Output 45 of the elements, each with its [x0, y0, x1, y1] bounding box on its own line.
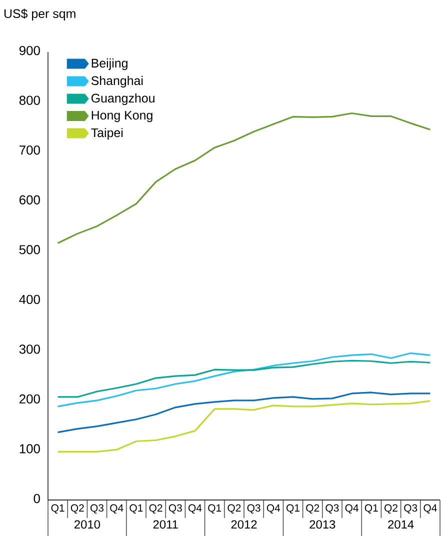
line-series: [57, 392, 432, 434]
x-tick-label: Q1: [130, 504, 143, 514]
x-tick-label: Q3: [326, 504, 339, 514]
x-tick-label: Q1: [286, 504, 300, 514]
line-series: [57, 352, 432, 408]
x-tick-label: Q4: [188, 504, 202, 514]
legend-label: Guangzhou: [91, 93, 154, 106]
y-tick-label: 100: [20, 444, 40, 454]
x-tick-label: Q3: [90, 504, 104, 514]
text: 2012: [231, 520, 257, 529]
legend-label: Taipei: [91, 128, 123, 140]
x-tick-label: Q1: [51, 504, 64, 514]
x-tick-label: Q4: [424, 504, 437, 514]
y-tick-label: 0: [34, 494, 40, 504]
x-tick-label: Q2: [70, 504, 84, 514]
y-tick-label: 600: [20, 195, 40, 204]
text: 2011: [153, 520, 178, 529]
y-tick-label: 300: [19, 344, 40, 354]
x-tick-label: Q2: [149, 504, 162, 514]
line-series: [57, 360, 432, 398]
x-tick-label: Q2: [384, 504, 398, 514]
y-tick-label: 500: [19, 245, 40, 254]
text: 2013: [310, 520, 336, 529]
text: 2010: [74, 520, 100, 529]
legend-label: Beijing: [92, 58, 128, 70]
y-axis-title: US$ per sqm: [4, 8, 76, 20]
y-tick-label: 800: [19, 96, 40, 105]
y-tick-label: 700: [20, 146, 40, 155]
text: 2014: [388, 520, 414, 529]
x-tick-label: Q1: [364, 504, 378, 514]
x-tick-label: Q2: [228, 504, 241, 514]
x-tick-label: Q4: [110, 504, 124, 514]
legend-label: Hong Kong: [92, 110, 152, 122]
x-tick-label: Q4: [345, 504, 358, 514]
x-tick-label: Q3: [404, 504, 418, 514]
x-tick-label: Q1: [208, 504, 222, 514]
x-tick-label: Q3: [168, 504, 182, 514]
legend-label: Shanghai: [91, 76, 143, 88]
x-tick-label: Q2: [306, 504, 320, 514]
y-tick-label: 200: [20, 394, 40, 404]
line-series: [57, 112, 432, 244]
y-tick-label: 900: [19, 46, 40, 56]
x-tick-label: Q3: [247, 504, 260, 514]
x-tick-label: Q4: [266, 504, 280, 514]
y-tick-label: 400: [19, 294, 40, 304]
